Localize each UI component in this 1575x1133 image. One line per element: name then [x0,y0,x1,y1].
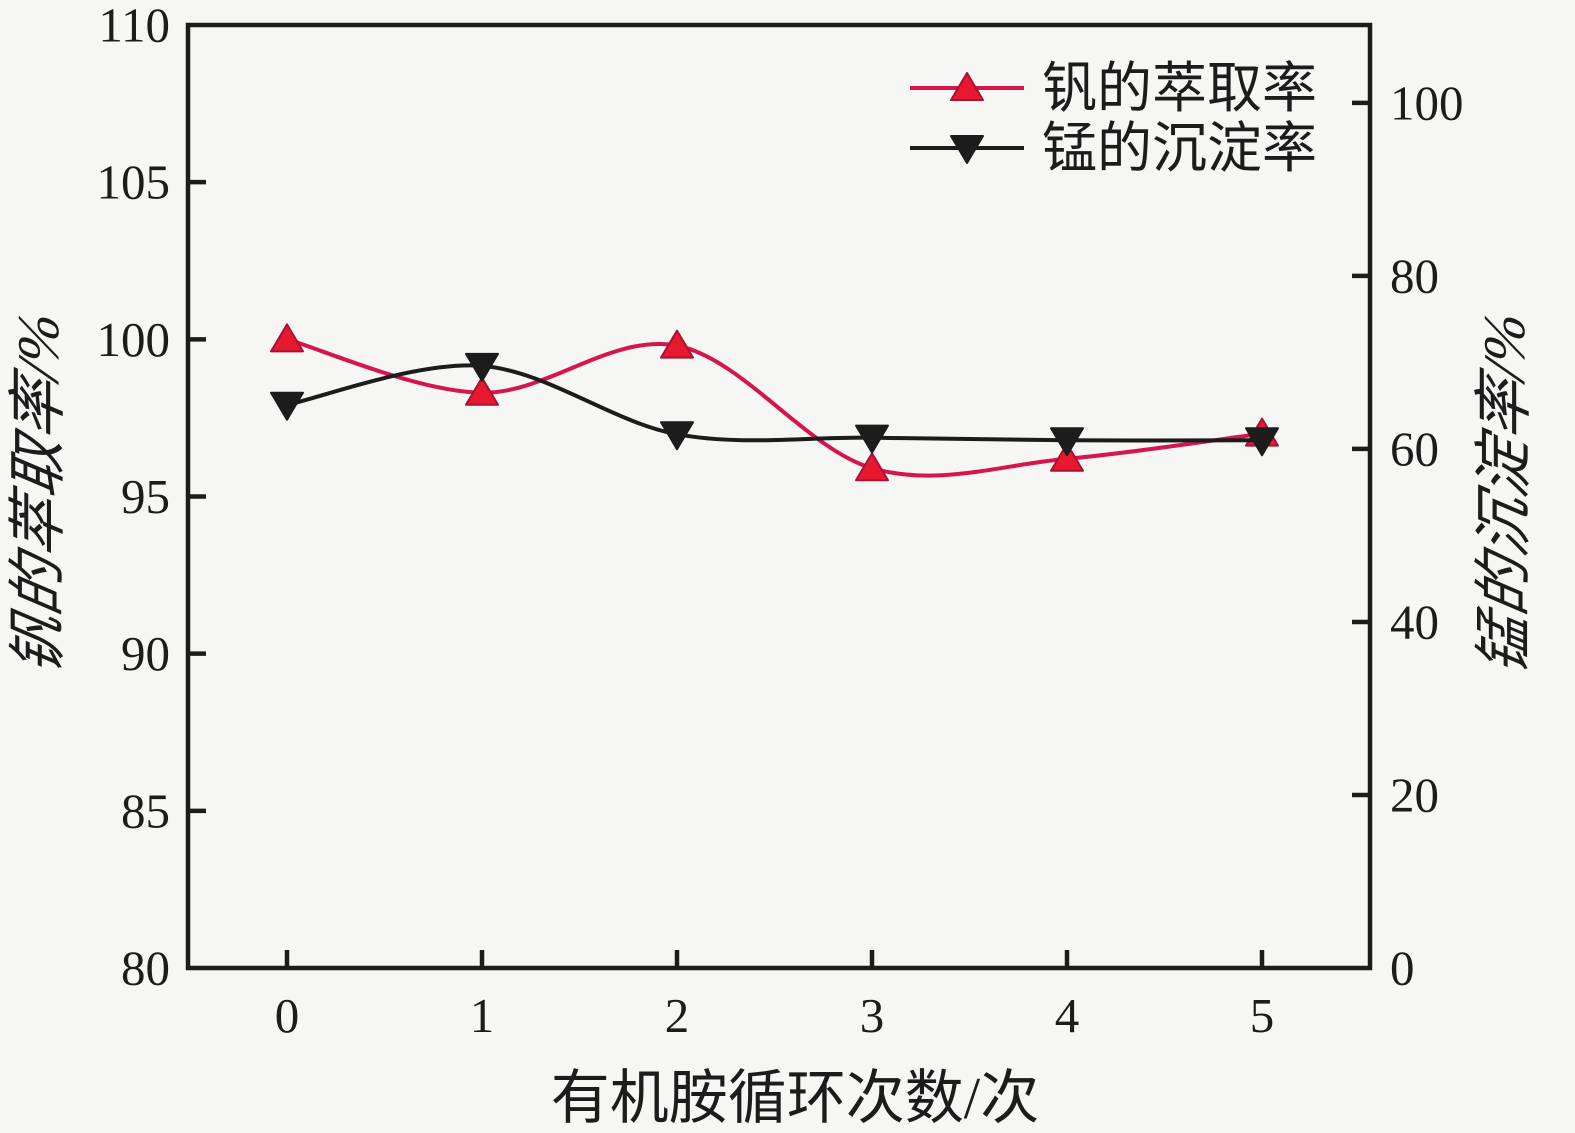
triangle-up-marker [1050,442,1084,472]
left-axis-tick-label: 85 [121,783,170,838]
triangle-up-marker [465,376,499,406]
right-axis-tick-label: 80 [1390,248,1439,303]
x-axis-tick-label: 5 [1250,988,1275,1043]
legend-label-vanadium-extraction: 钒的萃取率 [1042,58,1317,119]
triangle-down-marker [1245,427,1279,457]
series-line-vanadium-extraction [286,337,1263,478]
data-series-layer [270,323,1279,482]
triangle-up-marker [270,323,304,353]
left-axis-tick-label: 90 [121,626,170,681]
left-axis-tick-label: 95 [121,469,170,524]
right-axis-tick-label: 60 [1390,421,1439,476]
triangle-down-marker [660,421,694,451]
left-axis-tick-label: 100 [97,312,171,367]
triangle-down-marker [465,352,499,382]
right-axis-tick-label: 20 [1390,767,1439,822]
right-axis-tick-label: 0 [1390,941,1415,996]
x-axis-title: 有机胺循环次数/次 [551,1065,1039,1131]
tick-labels-layer: 80 85 90 95 100 105 110 0 20 40 60 80 100 0 1 2 3 4 5 [97,0,1464,1043]
axis-ticks-layer [188,100,1370,968]
triangle-up-marker [855,452,889,482]
left-y-axis-title: 钒的萃取率/% [5,308,70,680]
right-axis-tick-label: 100 [1390,75,1464,130]
legend-marks-layer [910,72,1024,164]
right-axis-tick-label: 40 [1390,594,1439,649]
x-axis-tick-label: 3 [860,988,885,1043]
x-axis-tick-label: 4 [1055,988,1080,1043]
x-axis-tick-label: 0 [275,988,300,1043]
legend-triangle-up-marker [950,72,984,101]
legend-label-manganese-precipitation: 锰的沉淀率 [1042,118,1317,179]
left-axis-tick-label: 80 [121,941,170,996]
x-axis-tick-label: 2 [665,988,690,1043]
triangle-down-marker [855,424,889,454]
series-line-manganese-precipitation [286,363,1263,443]
triangle-up-marker [660,329,694,359]
right-y-axis-title: 锰的沉淀率/% [1471,308,1536,680]
left-axis-tick-label: 105 [97,155,171,210]
left-axis-tick-label: 110 [98,0,170,53]
triangle-down-marker [1050,427,1084,457]
triangle-down-marker [270,391,304,421]
legend-triangle-down-marker [950,135,984,164]
x-axis-tick-label: 1 [470,988,495,1043]
